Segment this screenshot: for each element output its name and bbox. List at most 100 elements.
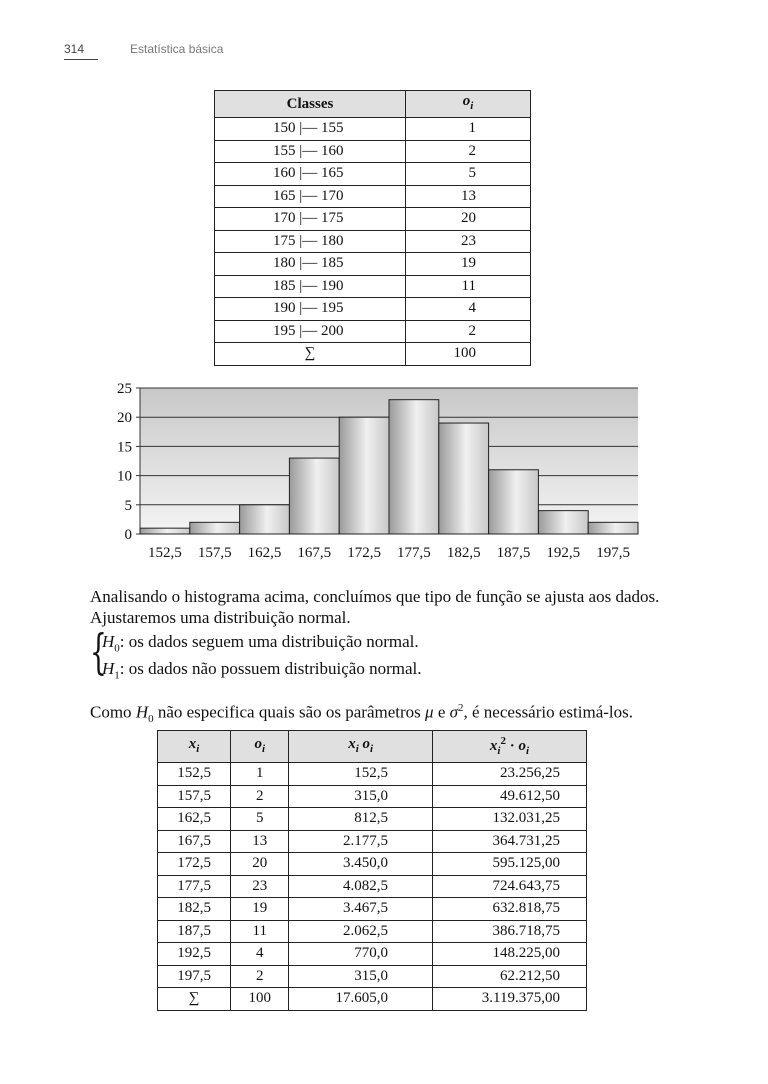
table-row: 187,5 11 2.062,5 386.718,75 — [156, 919, 587, 943]
xi2-oi-cell: 386.718,75 — [432, 919, 587, 943]
table-header-row: Classes oi — [214, 90, 531, 118]
page-header: 314 Estatística básica — [64, 42, 484, 62]
x-tick-label: 192,5 — [546, 545, 580, 561]
class-interval-cell: 185 |— 190 — [214, 274, 406, 298]
total-row: ∑ 100 17.605,0 3.119.375,00 — [156, 987, 587, 1011]
oi-cell: 2 — [230, 964, 290, 988]
frequency-cell: 1 — [405, 117, 531, 141]
table-row: 160 |— 165 5 — [214, 162, 531, 186]
xi-oi-cell: 152,5 — [288, 762, 433, 786]
xi-oi-cell: 315,0 — [288, 784, 433, 808]
histogram-bar — [537, 510, 589, 535]
histogram-bar — [488, 469, 539, 535]
class-interval-cell: 160 |— 165 — [214, 162, 406, 186]
xi-cell: 177,5 — [156, 874, 232, 898]
table-row: 185 |— 190 11 — [214, 274, 531, 298]
table-row: 195 |— 200 2 — [214, 319, 531, 343]
table-body: 152,5 1 152,5 23.256,25 157,5 2 315,0 49.612,50… — [156, 762, 587, 1011]
oi-cell: 11 — [230, 919, 290, 943]
histogram-bar — [438, 422, 490, 535]
xi-cell: 167,5 — [156, 829, 232, 853]
histogram-chart: 0 5 10 15 20 25 152,5 157,5 162,5 167,5 172,5 177,5… — [117, 381, 639, 561]
x-tick-label: 157,5 — [198, 545, 232, 561]
table-row: 162,5 5 812,5 132.031,25 — [156, 807, 587, 831]
running-title: Estatística básica — [130, 42, 224, 56]
table-row: 157,5 2 315,0 49.612,50 — [156, 784, 587, 808]
table-row: 177,5 23 4.082,5 724.643,75 — [156, 874, 587, 898]
frequency-cell: 20 — [405, 207, 531, 231]
oi-cell: 19 — [230, 897, 290, 921]
frequency-cell: 2 — [405, 139, 531, 163]
total-xi2-oi-cell: 3.119.375,00 — [432, 987, 587, 1011]
xi-oi-cell: 2.177,5 — [288, 829, 433, 853]
class-interval-cell: 165 |— 170 — [214, 184, 406, 208]
x-tick-label: 177,5 — [397, 545, 431, 561]
col-header-xi-oi: xi oi — [288, 730, 433, 763]
table-row: 155 |— 160 2 — [214, 139, 531, 163]
total-row: ∑ 100 — [214, 342, 531, 366]
class-interval-cell: 155 |— 160 — [214, 139, 406, 163]
xi2-oi-cell: 23.256,25 — [432, 762, 587, 786]
frequency-cell: 5 — [405, 162, 531, 186]
total-xi-oi-cell: 17.605,0 — [288, 987, 433, 1011]
col-header-oi: oi — [405, 90, 531, 118]
histogram-bar — [587, 521, 639, 535]
frequency-cell: 4 — [405, 297, 531, 321]
oi-cell: 23 — [230, 874, 290, 898]
table-header-row: xi oi xi oi xi2 · oi — [156, 730, 587, 763]
histogram-bar — [189, 521, 241, 535]
plot-area: 0 5 10 15 20 25 152,5 157,5 162,5 167,5 172,5 177,5… — [117, 381, 639, 561]
xi2-oi-cell: 364.731,25 — [432, 829, 587, 853]
xi-oi-cell: 4.082,5 — [288, 874, 433, 898]
x-tick-label: 172,5 — [347, 545, 381, 561]
hypothesis-h0: H0: os dados seguem uma distribuição nor… — [102, 632, 419, 655]
class-interval-cell: 190 |— 195 — [214, 297, 406, 321]
histogram-bar — [388, 399, 440, 535]
page-number: 314 — [64, 42, 98, 60]
xi2-oi-cell: 724.643,75 — [432, 874, 587, 898]
table-row: 167,5 13 2.177,5 364.731,25 — [156, 829, 587, 853]
classes-frequency-table: Classes oi 150 |— 155 1 155 |— 160 2 160 |— … — [214, 90, 531, 366]
xi2-oi-cell: 148.225,00 — [432, 942, 587, 966]
xi2-oi-cell: 49.612,50 — [432, 784, 587, 808]
xi-oi-cell: 770,0 — [288, 942, 433, 966]
xi-cell: 187,5 — [156, 919, 232, 943]
y-tick-label: 20 — [117, 410, 132, 426]
oi-cell: 5 — [230, 807, 290, 831]
xi-oi-cell: 2.062,5 — [288, 919, 433, 943]
oi-cell: 1 — [230, 762, 290, 786]
xi-oi-cell: 3.450,0 — [288, 852, 433, 876]
y-tick-label: 0 — [125, 527, 133, 543]
xi-cell: 197,5 — [156, 964, 232, 988]
x-tick-label: 187,5 — [497, 545, 531, 561]
class-interval-cell: 195 |— 200 — [214, 319, 406, 343]
calculation-table: xi oi xi oi xi2 · oi 152,5 1 152,5 23.256,2… — [156, 730, 587, 1011]
histogram-bar — [139, 527, 191, 535]
oi-cell: 4 — [230, 942, 290, 966]
table-body: 150 |— 155 1 155 |— 160 2 160 |— 165 5 165 |— … — [214, 117, 531, 366]
hypotheses-block: { H0: os dados seguem uma distribuição n… — [90, 624, 490, 682]
xi2-oi-cell: 62.212,50 — [432, 964, 587, 988]
frequency-cell: 23 — [405, 229, 531, 253]
x-tick-label: 182,5 — [447, 545, 481, 561]
class-interval-cell: 180 |— 185 — [214, 252, 406, 276]
table-row: 190 |— 195 4 — [214, 297, 531, 321]
table-row: 170 |— 175 20 — [214, 207, 531, 231]
table-row: 150 |— 155 1 — [214, 117, 531, 141]
frequency-cell: 2 — [405, 319, 531, 343]
col-header-oi: oi — [230, 730, 290, 763]
xi-cell: 162,5 — [156, 807, 232, 831]
x-tick-label: 197,5 — [596, 545, 630, 561]
oi-cell: 20 — [230, 852, 290, 876]
xi-cell: 152,5 — [156, 762, 232, 786]
class-interval-cell: 175 |— 180 — [214, 229, 406, 253]
table-row: 197,5 2 315,0 62.212,50 — [156, 964, 587, 988]
y-tick-label: 10 — [117, 469, 132, 485]
paragraph-parameters: Como H0 não especifica quais são os parâ… — [90, 702, 633, 726]
table-row: 180 |— 185 19 — [214, 252, 531, 276]
col-header-xi: xi — [156, 730, 232, 763]
xi2-oi-cell: 595.125,00 — [432, 852, 587, 876]
sum-symbol-cell: ∑ — [214, 342, 406, 366]
xi-oi-cell: 3.467,5 — [288, 897, 433, 921]
left-brace: { — [90, 624, 107, 680]
